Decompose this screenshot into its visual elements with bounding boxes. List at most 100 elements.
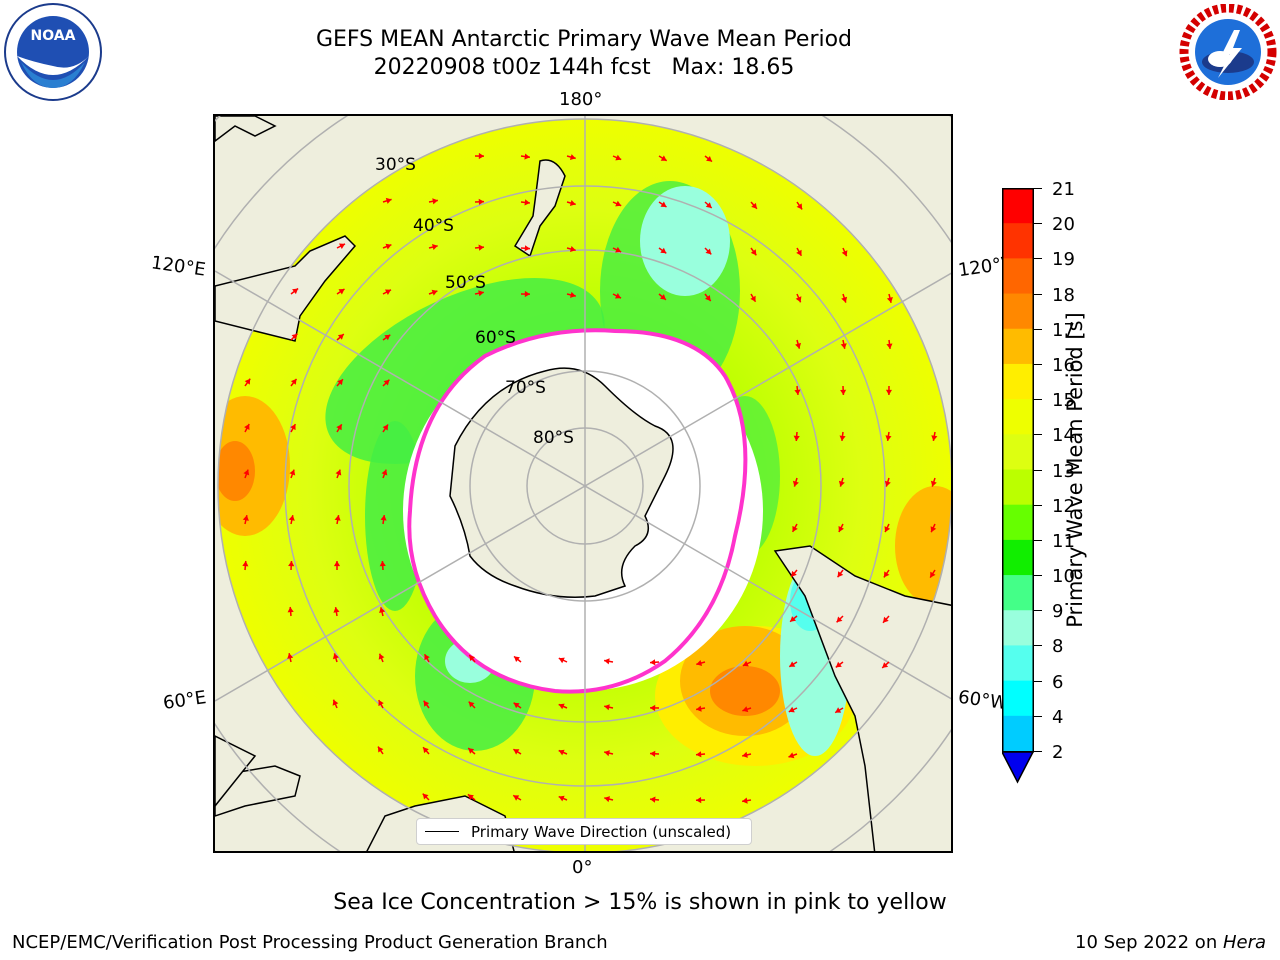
wave-arrow-head [383, 379, 390, 386]
australia-top [215, 116, 277, 142]
colorbar-tick-mark [1034, 399, 1042, 401]
colorbar-tick-mark [1034, 645, 1042, 647]
wave-arrow-head [836, 616, 843, 623]
wave-arrow-head [796, 249, 802, 256]
colorbar-extend-arrow [1000, 751, 1035, 784]
lon-label-120e: 120°E [149, 252, 207, 281]
wave-arrow-head [335, 469, 342, 476]
wave-arrow-head [705, 295, 711, 301]
colorbar-cell [1002, 188, 1034, 224]
wave-arrow-head [837, 571, 844, 578]
wave-arrow-head [705, 248, 712, 255]
colorbar-tick-mark [1034, 751, 1042, 752]
wave-arrow-head [838, 526, 844, 532]
wave-arrow-head [337, 379, 343, 386]
wave-arrow-head [467, 794, 474, 800]
wave-arrow-head [886, 297, 893, 303]
sea-ice-footnote: Sea Ice Concentration > 15% is shown in … [333, 890, 947, 915]
wave-arrow-head [338, 289, 345, 295]
wave-arrow-head [705, 202, 712, 208]
wave-arrow-head [650, 704, 656, 712]
wave-arrow-head [885, 389, 892, 395]
wave-arrow-head [244, 424, 250, 430]
colorbar-cells [1002, 188, 1034, 752]
credit-text: NCEP/EMC/Verification Post Processing Pr… [12, 932, 608, 953]
lon-label-180: 180° [559, 89, 603, 110]
wave-arrow-head [558, 657, 565, 664]
wave-arrow-head [791, 570, 797, 577]
wave-arrow-head [379, 607, 386, 613]
wave-arrow-head [242, 515, 249, 521]
wave-arrow-head [468, 748, 475, 754]
wave-arrow-head [839, 435, 846, 441]
wave-arrow-head [835, 707, 842, 713]
wave-arrow-head [432, 198, 438, 205]
colorbar-tick-mark [1034, 188, 1042, 189]
wave-arrow-head [524, 245, 530, 252]
chart-subtitle: 20220908 t00z 144h fcst Max: 18.65 [373, 55, 795, 80]
wave-arrow-head [380, 515, 387, 521]
wave-direction-arrows [242, 152, 938, 804]
wave-arrow-head [384, 334, 391, 341]
wave-arrow-head [884, 526, 891, 533]
graticule [215, 116, 951, 851]
wave-arrow-head [478, 290, 484, 297]
wave-arrow-head [650, 659, 656, 666]
colorbar-tick-label: 8 [1052, 636, 1064, 658]
lon-label-60e: 60°E [161, 687, 208, 714]
wave-arrow-head [788, 706, 795, 713]
wave-arrow-head [431, 289, 438, 296]
colorbar-cell [1002, 328, 1034, 365]
wave-arrow-head [840, 389, 847, 395]
wave-arrow-head [604, 750, 610, 757]
wave-arrow-head [243, 469, 250, 476]
wave-arrow-head [750, 295, 756, 302]
wave-arrow-head [886, 343, 893, 349]
wave-arrow-head [288, 515, 295, 521]
wave-arrow-head [478, 244, 484, 251]
wave-arrow-head [423, 700, 430, 707]
wave-arrow-head [796, 203, 803, 210]
wave-arrow-head [334, 515, 341, 521]
wave-arrow-head [478, 198, 484, 205]
colorbar-tick-label: 20 [1052, 214, 1075, 236]
wave-arrow-head [794, 389, 801, 395]
wave-arrow-head [838, 480, 845, 487]
wave-arrow-head [336, 424, 342, 431]
wave-arrow-head [289, 469, 296, 476]
colorbar-cell [1002, 434, 1034, 470]
colorbar-cell [1002, 293, 1034, 330]
lat-label-70s: 70°S [505, 378, 546, 398]
antarctica [449, 367, 674, 598]
wave-arrow-head [885, 435, 892, 441]
wave-arrow-head [835, 661, 842, 668]
colorbar-tick-label: 13 [1052, 460, 1075, 482]
colorbar-tick-mark [1034, 363, 1042, 365]
wave-arrow-head [378, 653, 385, 660]
colorbar-tick-mark [1034, 715, 1042, 717]
colorbar-tick-mark [1034, 293, 1042, 295]
wave-arrow-head [793, 435, 800, 441]
lat-label-60s: 60°S [475, 328, 516, 348]
wave-arrow-head [883, 571, 890, 578]
wave-arrow-head [378, 700, 384, 707]
wave-arrow-head [615, 200, 622, 207]
wave-arrow-head [569, 200, 576, 206]
wave-arrow-head [931, 435, 938, 441]
colorbar-tick-label: 11 [1052, 530, 1075, 552]
colorbar-tick-label: 17 [1052, 319, 1075, 341]
colorbar-tick-label: 14 [1052, 425, 1075, 447]
wave-arrow-head [742, 706, 749, 713]
wave-arrow-head [660, 155, 667, 161]
wave-arrow-head [378, 746, 384, 753]
colorbar-tick-mark [1034, 504, 1042, 506]
wave-arrow-head [751, 202, 757, 209]
wave-arrow-head [930, 526, 937, 533]
colorbar-tick-label: 19 [1052, 249, 1075, 271]
colorbar-cell [1002, 399, 1034, 435]
wave-arrow-head [795, 296, 802, 303]
lat-label-30s: 30°S [375, 155, 416, 175]
wave-arrow-head [292, 288, 299, 295]
wave-arrow-head [930, 480, 937, 487]
colorbar-cell [1002, 363, 1034, 400]
